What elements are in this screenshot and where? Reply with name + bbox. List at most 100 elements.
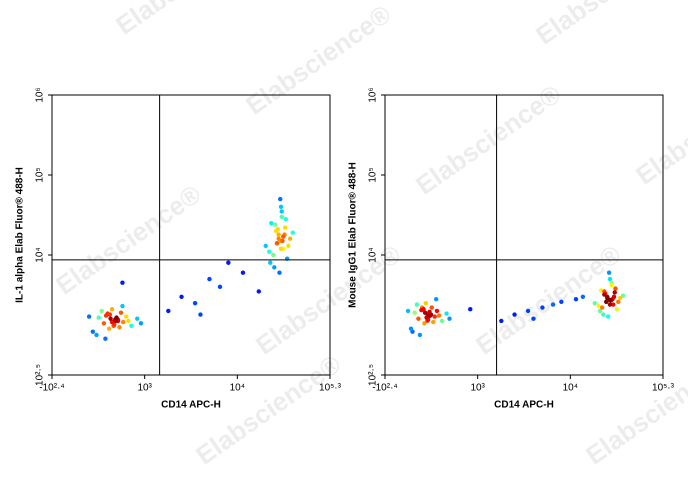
data-point <box>614 307 620 312</box>
data-point <box>611 302 616 307</box>
data-point <box>278 246 284 251</box>
y-tick-label: 10⁶ <box>368 87 379 102</box>
data-point <box>280 238 285 244</box>
data-point <box>226 260 231 265</box>
data-point <box>123 314 129 319</box>
data-point <box>439 318 445 324</box>
y-tick-label: 10⁵ <box>35 167 46 182</box>
data-point <box>240 270 246 275</box>
y-axis-label: IL-1 alpha Elab Fluor® 488-H <box>15 167 26 303</box>
data-point <box>120 303 125 309</box>
data-point <box>278 204 284 210</box>
data-point <box>101 321 107 326</box>
data-point <box>96 315 101 320</box>
plot-frame <box>384 94 664 376</box>
data-point <box>256 289 261 294</box>
data-point <box>269 220 274 226</box>
data-point <box>433 297 439 302</box>
data-point <box>217 284 223 290</box>
data-point <box>607 302 613 307</box>
data-point <box>277 270 282 275</box>
data-point <box>417 332 423 338</box>
point-layer <box>86 196 296 341</box>
data-point <box>86 314 92 319</box>
data-point <box>109 319 115 325</box>
y-tick-label: 10²·⁵ <box>35 364 46 386</box>
data-point <box>271 252 276 258</box>
data-point <box>283 225 288 230</box>
data-point <box>99 308 104 314</box>
data-point <box>597 308 603 314</box>
data-point <box>616 299 621 304</box>
data-point <box>276 236 281 241</box>
y-tick-label: 10⁴ <box>368 247 379 262</box>
data-point <box>103 336 108 341</box>
data-point <box>274 241 280 246</box>
data-point <box>573 297 579 302</box>
data-point <box>416 316 421 321</box>
data-point <box>605 295 610 301</box>
x-axis-label: CD14 APC-H <box>161 400 221 411</box>
data-point <box>267 249 272 254</box>
data-point <box>286 243 291 249</box>
data-point <box>138 321 144 326</box>
data-point <box>276 232 281 237</box>
data-point <box>604 299 609 304</box>
data-point <box>114 315 119 320</box>
data-point <box>198 312 203 317</box>
data-point <box>290 230 296 235</box>
data-point <box>287 236 293 241</box>
data-point <box>444 311 449 316</box>
data-point <box>106 326 112 331</box>
data-point <box>600 305 605 310</box>
data-point <box>432 314 437 319</box>
data-point <box>422 310 428 315</box>
data-point <box>550 302 556 307</box>
data-point <box>275 227 281 232</box>
data-point <box>278 196 283 202</box>
data-point <box>280 234 286 239</box>
y-axis-label: Mouse IgG1 Elab Fluor® 488-H <box>348 162 359 308</box>
data-point <box>135 316 140 321</box>
data-point <box>120 319 126 325</box>
data-point <box>447 316 452 321</box>
watermark: Elabscience® <box>470 239 626 361</box>
data-point <box>117 325 122 330</box>
data-point <box>609 282 614 288</box>
y-tick-label: 10²·⁵ <box>368 364 379 386</box>
watermark: Elabscience® <box>580 349 688 471</box>
data-point <box>279 209 284 214</box>
data-point <box>606 314 611 319</box>
data-point <box>617 295 623 301</box>
data-point <box>94 332 99 338</box>
x-tick-label: -10²·⁴ <box>39 383 64 394</box>
x-tick-label: 10³ <box>137 383 152 394</box>
data-point <box>207 276 212 282</box>
data-point <box>434 308 440 314</box>
data-point <box>608 298 614 303</box>
data-point <box>279 214 284 220</box>
data-point <box>118 310 124 315</box>
y-tick-label: 10⁵ <box>368 167 379 182</box>
data-point <box>431 319 436 325</box>
data-point <box>120 280 125 285</box>
data-point <box>90 329 96 334</box>
data-point <box>601 312 606 317</box>
data-point <box>429 305 434 310</box>
x-tick-label: 10⁵·³ <box>652 383 675 394</box>
data-point <box>436 313 442 318</box>
data-point <box>405 308 411 314</box>
data-point <box>129 323 134 329</box>
data-point <box>611 294 617 300</box>
y-tick-label: 10⁶ <box>35 87 46 102</box>
data-point <box>408 326 414 331</box>
data-point <box>268 260 273 265</box>
data-point <box>540 305 545 310</box>
data-point <box>423 300 429 306</box>
data-point <box>273 222 278 227</box>
data-point <box>531 316 536 321</box>
data-point <box>192 300 198 306</box>
data-point <box>559 299 564 304</box>
data-point <box>512 312 517 317</box>
